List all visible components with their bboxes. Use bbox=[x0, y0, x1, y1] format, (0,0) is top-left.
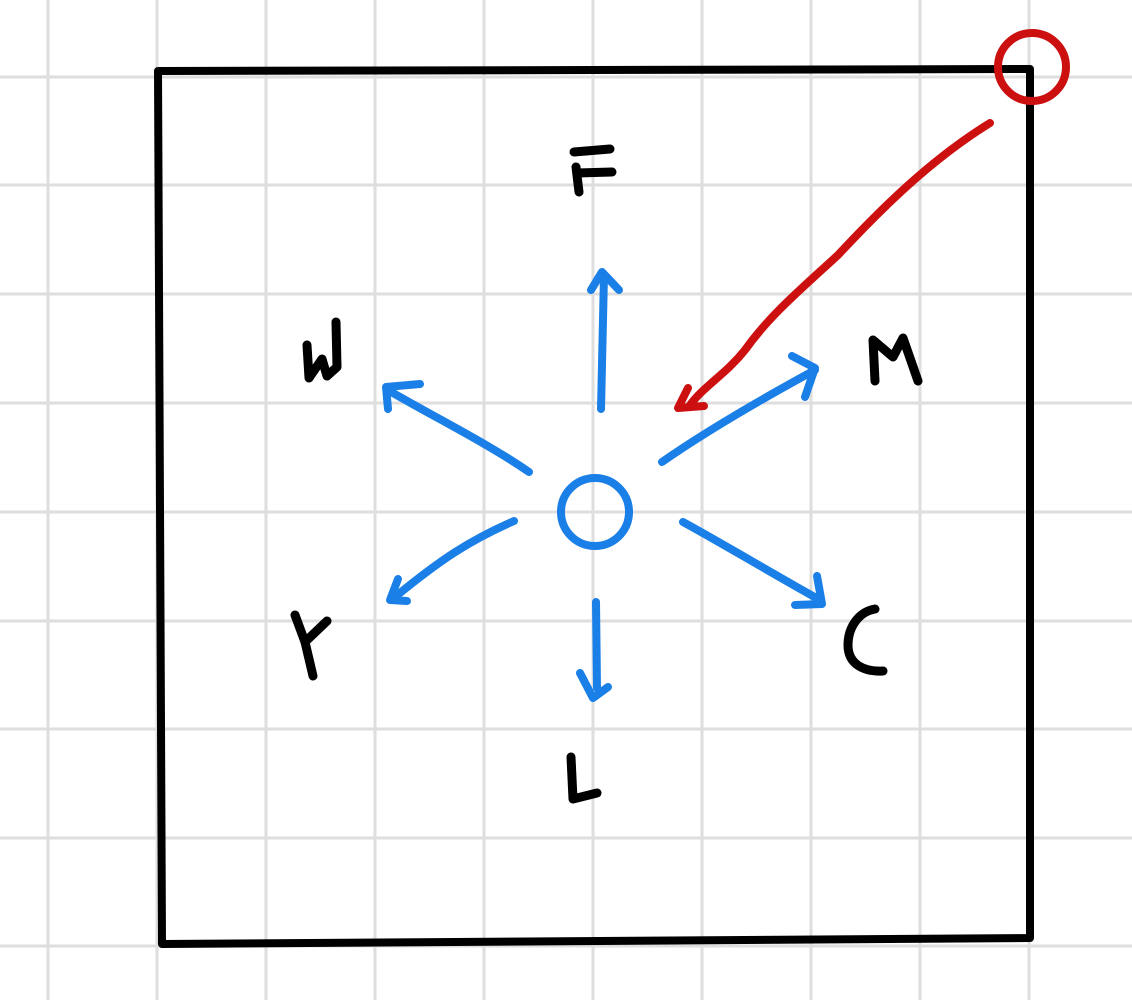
highlight-corner-circle bbox=[994, 29, 1070, 105]
arrow-down-right bbox=[679, 518, 826, 609]
label-Y: Y bbox=[290, 610, 332, 681]
label-text-L: L bbox=[582, 779, 583, 781]
arrow-down-left bbox=[386, 517, 518, 605]
label-text-M: M bbox=[895, 359, 896, 361]
label-text-Y: Y bbox=[310, 644, 311, 646]
square-frame bbox=[154, 65, 1034, 948]
label-F: F bbox=[569, 144, 617, 197]
red-arrow-to-center bbox=[674, 119, 994, 412]
label-W: W bbox=[302, 317, 342, 383]
label-M: M bbox=[868, 333, 923, 386]
label-text-C: C bbox=[862, 641, 863, 643]
arrow-up-right bbox=[658, 352, 819, 466]
label-C: C bbox=[843, 604, 888, 676]
arrow-up-left bbox=[382, 380, 533, 476]
arrow-up bbox=[587, 268, 623, 413]
label-text-W: W bbox=[320, 354, 321, 356]
label-L: L bbox=[566, 752, 602, 804]
arrow-down bbox=[576, 598, 612, 702]
center-circle bbox=[557, 474, 633, 550]
